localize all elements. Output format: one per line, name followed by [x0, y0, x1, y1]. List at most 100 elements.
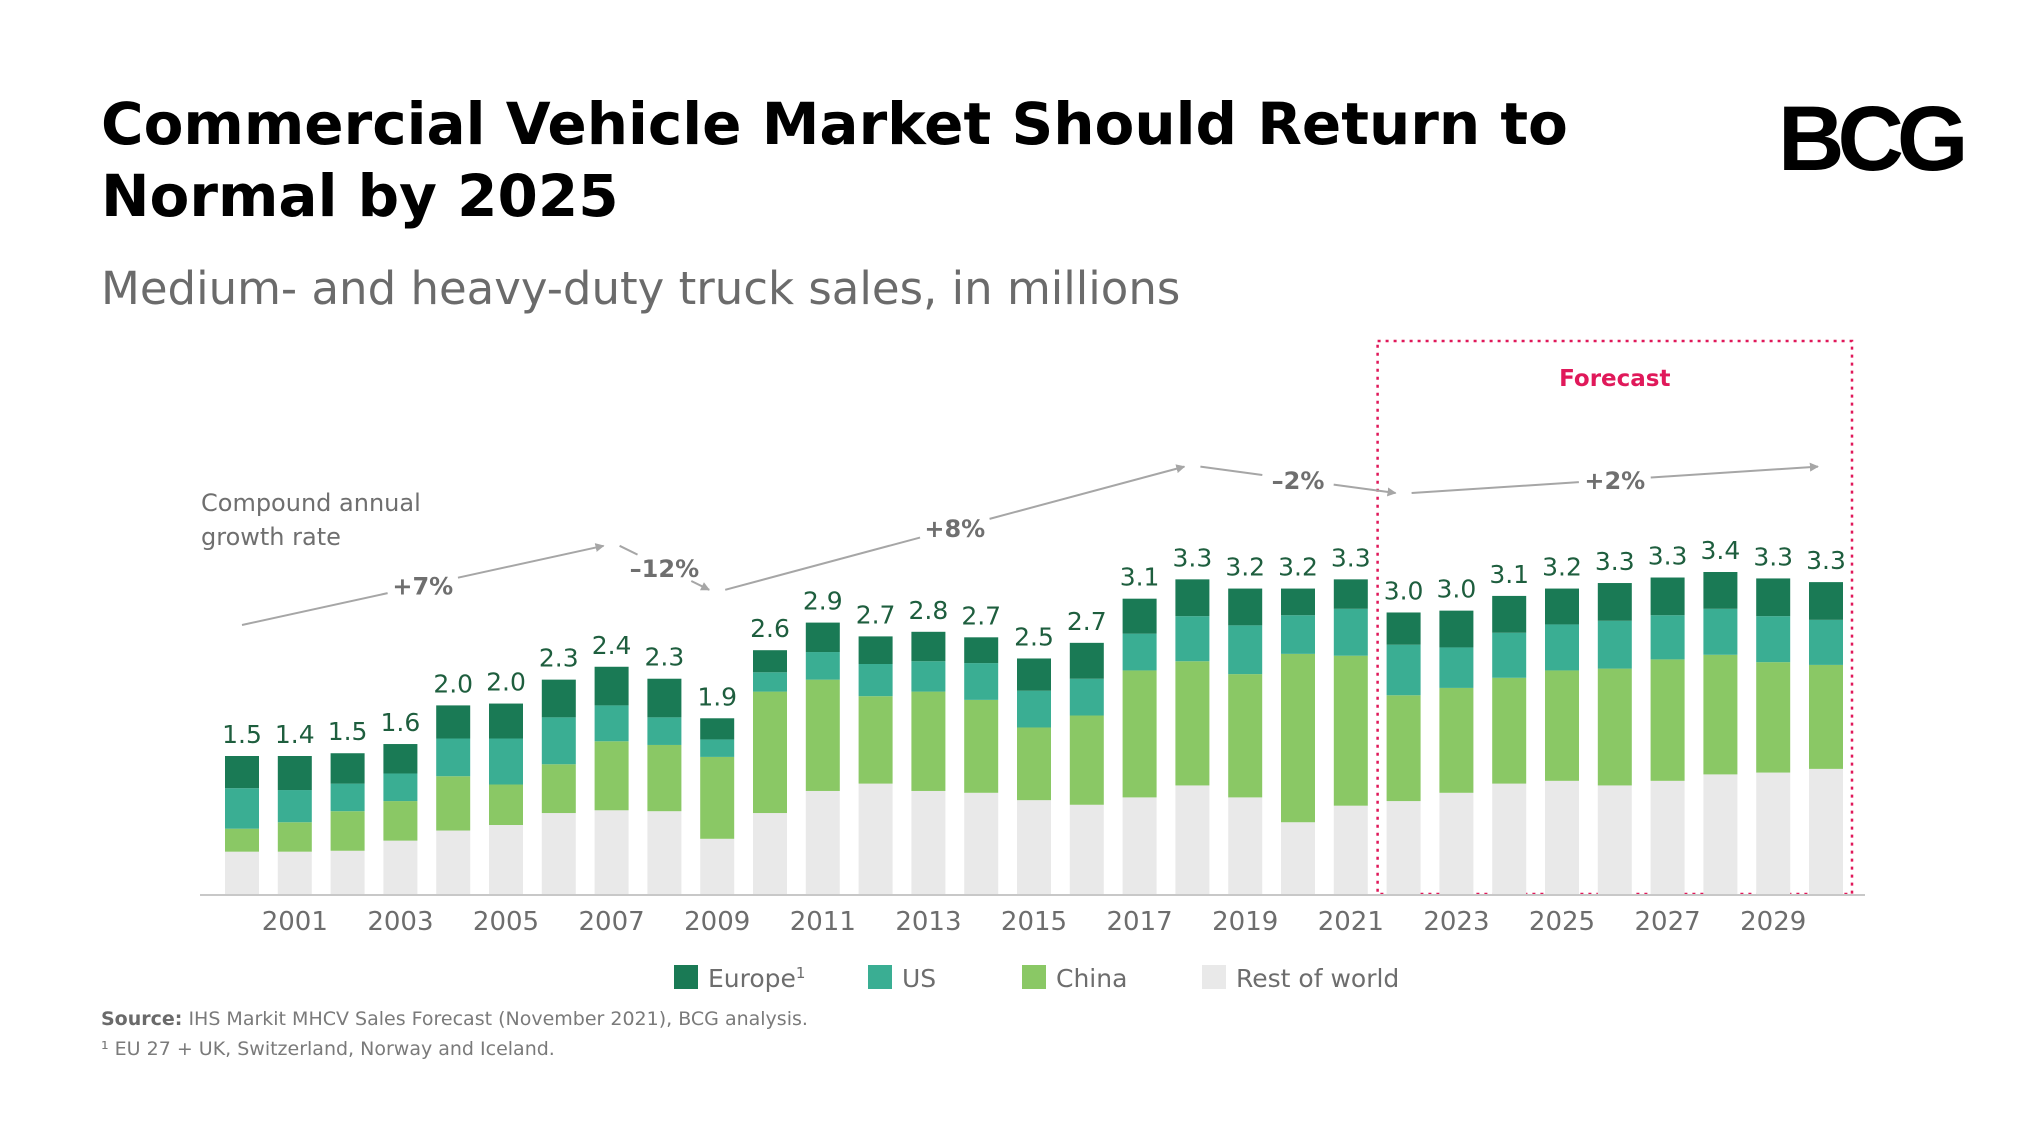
bar-us-2001 [277, 790, 312, 823]
bar-china-2003 [383, 801, 418, 841]
legend-label-china: China [1056, 964, 1127, 993]
x-tick-label-2019: 2019 [1212, 907, 1278, 937]
forecast-label: Forecast [1559, 366, 1670, 392]
bar-china-2005 [489, 784, 523, 825]
bar-us-2004 [436, 738, 471, 777]
x-tick-label-2029: 2029 [1740, 907, 1806, 937]
total-label-2012: 2.7 [856, 600, 896, 629]
bar-europe-2024 [1492, 595, 1527, 633]
bar-us-2022 [1386, 644, 1421, 696]
total-label-2004: 2.0 [433, 669, 473, 698]
legend-label-us: US [902, 964, 936, 993]
bar-china-2026 [1597, 668, 1632, 786]
cagr-label-5: +2% [1584, 467, 1645, 495]
bar-us-2019 [1228, 625, 1263, 675]
total-label-2006: 2.3 [539, 644, 579, 673]
bar-china-2002 [330, 811, 365, 851]
bar-europe-2013 [911, 631, 946, 662]
bar-us-2017 [1122, 633, 1157, 671]
cagr-arrow-4-start [1200, 465, 1263, 476]
bar-us-2023 [1439, 647, 1474, 688]
total-label-2007: 2.4 [592, 631, 632, 660]
bar-rest-2007 [594, 810, 629, 894]
bar-europe-2016 [1069, 642, 1104, 679]
bar-europe-2030 [1809, 582, 1843, 620]
legend-swatch-china [1022, 965, 1046, 989]
cagr-arrow-3-start [724, 536, 921, 591]
bar-europe-2015 [1017, 658, 1051, 691]
legend-label-rest: Rest of world [1236, 964, 1399, 993]
cagr-arrow-2-start [619, 544, 638, 556]
bar-rest-2005 [489, 825, 523, 894]
bar-china-2030 [1809, 664, 1843, 769]
bar-rest-2011 [805, 790, 840, 894]
total-label-2000: 1.5 [222, 720, 262, 749]
total-label-2026: 3.3 [1595, 547, 1635, 576]
bar-us-2013 [911, 661, 946, 692]
bar-europe-2017 [1122, 598, 1157, 634]
bar-europe-2028 [1703, 572, 1738, 609]
bar-us-2002 [330, 783, 365, 812]
cagr-arrow-2-end [690, 580, 711, 591]
source-label: Source: [101, 1008, 183, 1030]
total-label-2030: 3.3 [1806, 546, 1846, 575]
bar-rest-2026 [1597, 785, 1632, 894]
x-tick-label-2013: 2013 [895, 907, 961, 937]
bar-rest-2001 [277, 851, 312, 894]
bar-europe-2005 [489, 703, 523, 739]
bar-china-2009 [700, 756, 735, 839]
x-tick-label-2011: 2011 [790, 907, 856, 937]
bar-us-2011 [805, 652, 840, 680]
bar-rest-2027 [1650, 780, 1685, 894]
bar-china-2014 [964, 699, 999, 793]
bar-us-2027 [1650, 615, 1685, 660]
bar-rest-2020 [1281, 822, 1315, 894]
bar-europe-2025 [1545, 588, 1579, 625]
bar-us-2021 [1333, 608, 1368, 656]
total-label-2003: 1.6 [381, 708, 421, 737]
bar-china-2029 [1756, 662, 1791, 773]
legend-superscript-europe: 1 [796, 964, 806, 982]
bar-europe-2009 [700, 718, 735, 740]
bar-china-2011 [805, 679, 840, 791]
bar-us-2005 [489, 738, 523, 785]
x-tick-label-2003: 2003 [367, 907, 433, 937]
source-note: Source: IHS Markit MHCV Sales Forecast (… [101, 1008, 808, 1030]
footnote: ¹ EU 27 + UK, Switzerland, Norway and Ic… [101, 1038, 555, 1060]
bar-rest-2021 [1333, 805, 1368, 894]
bar-us-2026 [1597, 620, 1632, 669]
total-label-2008: 2.3 [645, 643, 685, 672]
cagr-arrow-1-end [457, 543, 605, 579]
bar-rest-2028 [1703, 774, 1738, 894]
bar-china-2024 [1492, 677, 1527, 784]
bar-europe-2018 [1175, 579, 1210, 617]
total-label-2029: 3.3 [1753, 542, 1793, 571]
bar-europe-2027 [1650, 577, 1685, 616]
bar-china-2022 [1386, 695, 1421, 802]
bar-europe-2000 [225, 756, 259, 789]
total-label-2017: 3.1 [1120, 563, 1160, 592]
bar-us-2020 [1281, 615, 1315, 654]
bar-rest-2010 [753, 813, 787, 894]
bar-us-2030 [1809, 619, 1843, 665]
bar-china-2021 [1333, 655, 1368, 806]
cagr-label-1: +7% [392, 572, 453, 600]
bar-rest-2024 [1492, 783, 1527, 894]
cagr-label-2: –12% [630, 555, 699, 583]
bar-china-2018 [1175, 661, 1210, 786]
bar-europe-2010 [753, 650, 787, 673]
bar-europe-2029 [1756, 578, 1791, 617]
total-label-2009: 1.9 [697, 682, 737, 711]
total-label-2023: 3.0 [1437, 575, 1477, 604]
bar-europe-2011 [805, 622, 840, 653]
legend-swatch-us [868, 965, 892, 989]
bar-rest-2018 [1175, 785, 1210, 894]
chart-title: Commercial Vehicle Market Should Return … [101, 90, 1568, 230]
cagr-label-3: +8% [924, 515, 985, 543]
x-tick-label-2009: 2009 [684, 907, 750, 937]
bar-rest-2022 [1386, 801, 1421, 894]
bcg-logo-text: BCG [1778, 96, 1963, 178]
total-label-2021: 3.3 [1331, 543, 1371, 572]
bar-rest-2016 [1069, 804, 1104, 894]
